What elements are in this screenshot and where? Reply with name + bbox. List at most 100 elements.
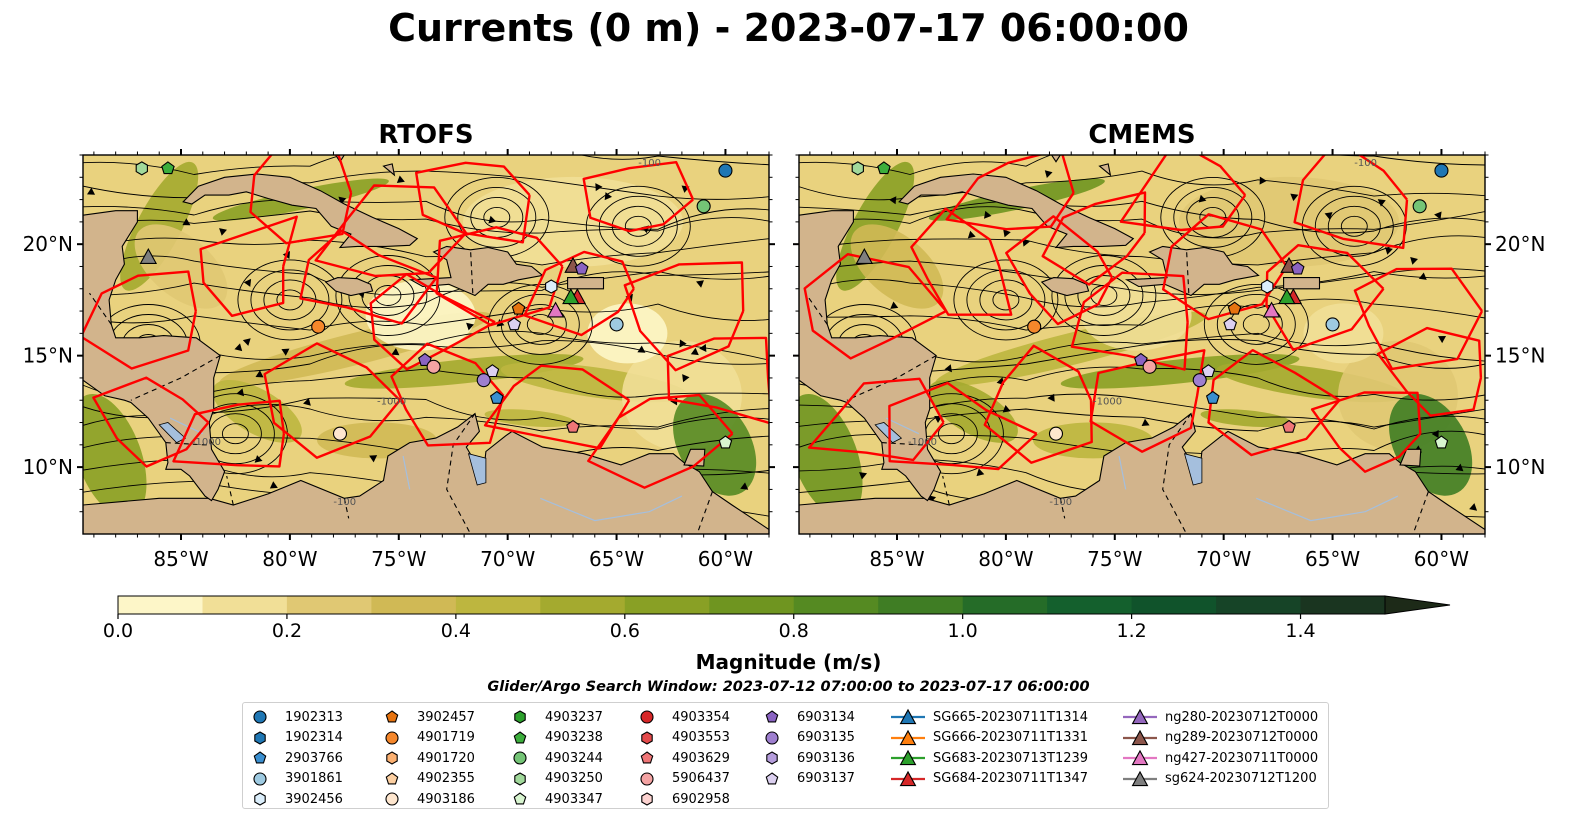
marker-3902457 [511,301,526,315]
hexagon-marker-icon [386,751,398,765]
land-puerto-rico [567,277,605,290]
country-border [942,475,950,506]
legend-marker [641,731,653,745]
legend-marker [385,710,399,723]
legend-marker [1131,729,1149,745]
marker-1902313 [718,163,733,178]
panel-title-rtofs: RTOFS [378,120,474,150]
legend-item: 4902355 [383,769,475,790]
lake-nicaragua [874,422,903,444]
streamline-arrow [1003,229,1011,238]
colorbar-extend-arrow [1384,595,1451,615]
legend-marker [513,751,527,765]
contour-label: -1000 [908,437,937,448]
eddy-streamline [1203,283,1309,365]
streamline-arrow [86,187,96,195]
legend-marker [386,751,398,765]
legend-item: ng289-20230712T0000 [1123,728,1318,749]
legend-item: 6902958 [638,789,730,810]
legend-marker [385,792,399,806]
circle-marker-icon [765,731,779,745]
lon-tick-label: 65°W [1305,547,1360,571]
legend-label: 4903629 [672,750,730,766]
colorbar-segment [1131,596,1217,614]
hexagon-marker-icon [514,710,526,724]
land-bahamas-1 [1050,155,1061,163]
legend-marker [385,772,399,785]
legend-marker [765,772,779,785]
streamline-arrow [1385,247,1393,255]
legend-marker [514,772,526,786]
eddy-boundary [263,342,401,459]
legend-item: 4901719 [383,728,475,749]
marker-2903766 [489,390,504,404]
colorbar-segment [455,596,541,614]
pentagon-marker-icon [765,772,779,785]
circle-marker-icon [385,792,399,806]
legend-marker [765,710,779,723]
legend-label: 4903244 [545,750,603,766]
lake-nicaragua [158,422,187,444]
triangle-marker-icon [891,750,925,766]
streamline-arrow [699,343,707,353]
eddy-boundary [983,344,1093,464]
contour-label: -100 [333,497,356,508]
eddy-boundary [1376,326,1483,417]
marker-3902456 [1261,279,1274,294]
legend-marker [899,750,917,766]
legend-column: SG665-20230711T1314 SG666-20230711T1331 SG… [891,707,1088,789]
marker-4901719 [1027,319,1042,334]
streamline-arrow [269,481,278,489]
streamline-arrow [1022,238,1030,247]
legend-label: 3901861 [285,771,343,787]
pentagon-marker-icon [640,751,654,764]
legend-label: SG684-20230711T1347 [933,771,1089,787]
contour-label: -100 [638,158,661,169]
streamline-arrow [281,348,290,356]
streamline-arrow [1259,176,1267,185]
legend-item: 4903629 [638,748,730,769]
marker-4903250 [851,161,864,176]
streamline-arrow [1438,336,1447,344]
marker-4903250 [135,161,148,176]
legend-item: 6903134 [763,707,855,728]
country-border [1412,491,1429,534]
legend-item: 2903766 [251,748,343,769]
river [1118,455,1127,490]
panel-title-cmems: CMEMS [1088,120,1196,150]
eddy-streamline [937,423,965,445]
marker-4903347 [1434,435,1449,449]
lon-tick-label: 85°W [869,547,924,571]
land-south-america [799,412,1485,534]
hexagon-marker-icon [514,772,526,786]
colorbar-tick-label: 1.4 [1285,620,1316,642]
circle-marker-icon [253,772,267,786]
legend-marker [254,792,266,806]
streamline-arrow [1410,256,1418,265]
streamline-arrow [1290,193,1299,202]
pentagon-marker-icon [385,772,399,785]
streamline-arrow [255,370,264,378]
streamline-arrow [976,468,985,477]
hexagon-marker-icon [254,792,266,806]
legend-item: 1902313 [251,707,343,728]
eddy-boundary [1161,213,1288,321]
marker-4903186 [332,426,348,441]
streamline-arrow [236,388,245,397]
eddy-boundary [523,250,635,337]
land-cuba [182,173,419,249]
river [540,495,683,522]
legend-marker [514,710,526,724]
legend-item: 4901720 [383,748,475,769]
streamline-arrow [1418,272,1427,280]
observation-markers [135,161,733,449]
triangle-marker-icon [1123,770,1157,786]
streamline-arrow [595,183,603,192]
eddy-boundary [1070,271,1189,371]
marker-2903766 [1205,390,1220,404]
eddy-boundary [1005,215,1114,326]
marker-ng427-20230711T0000 [1262,301,1281,318]
country-border [881,442,926,446]
streamline-arrow [690,347,699,356]
